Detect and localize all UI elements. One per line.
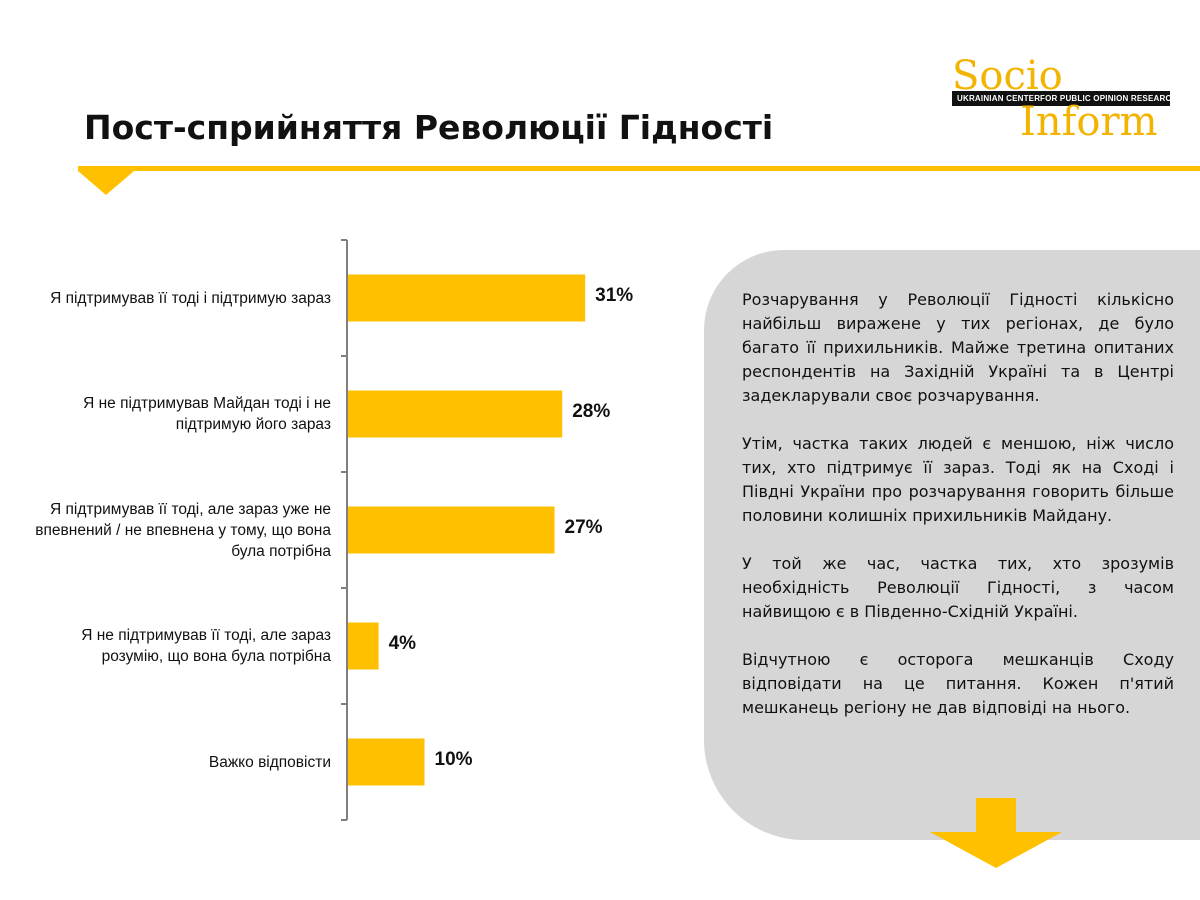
title-underline-bar [78,166,1200,171]
logo-band-left-text: UKRAINIAN CENTER [957,94,1041,103]
category-label: Я підтримував її тоді і підтримую зараз [50,289,331,307]
commentary-paragraph-4: Відчутною є осторога мешканців Сходу від… [742,650,1174,717]
bar [348,506,555,554]
bar-value-label: 27% [564,517,603,538]
logo-band [952,91,1170,106]
category-label: Я не підтримував її тоді, але зараз розу… [81,627,331,665]
commentary-panel [704,250,1200,840]
category-label: Я підтримував її тоді, але зараз уже не … [35,500,331,560]
bar-value-label: 31% [595,285,634,306]
bar [348,738,425,786]
bar-value-label: 10% [434,749,473,770]
bar [348,622,379,670]
logo-band-right-text: FOR PUBLIC OPINION RESEARCH [1040,94,1178,103]
bar-chart-canvas [341,239,586,821]
title-underline [78,166,1200,171]
logo-word-bottom: Inform [1020,99,1158,145]
commentary-text: Розчарування у Революції Гідності кількі… [742,288,1174,744]
logo-word-top: Socio [952,53,1063,99]
bar-chart: 31% Я підтримував її тоді і підтримую зар… [0,230,700,830]
bar-value-label: 28% [572,401,611,422]
down-arrow-icon [930,798,1062,868]
bar [348,390,563,438]
category-label: Важко відповісти [208,753,331,771]
category-label: Я не підтримував Майдан тоді і не підтри… [83,395,331,433]
commentary-paragraph-1: Розчарування у Революції Гідності кількі… [742,290,1174,405]
commentary-paragraph-2: Утім, частка таких людей є меншою, ніж ч… [742,434,1174,525]
commentary-paragraph-3: У той же час, частка тих, хто зрозумів н… [742,554,1174,621]
page-title: Пост-сприйняття Революції Гідності [84,108,774,147]
bar [348,274,586,322]
title-underline-pointer [78,171,134,195]
bar-value-label: 4% [388,633,417,654]
socioinform-logo: Socio UKRAINIAN CENTER FOR PUBLIC OPINIO… [948,50,1177,145]
